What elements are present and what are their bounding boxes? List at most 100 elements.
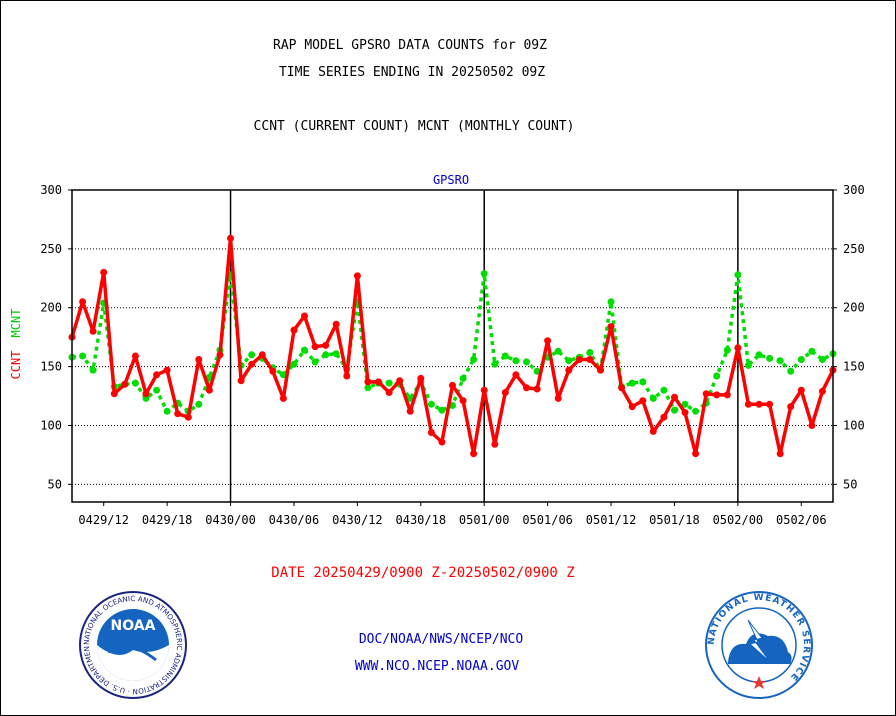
data-point-ccnt (311, 343, 319, 351)
y-tick-label-left: 250 (40, 242, 62, 256)
data-point-ccnt (649, 427, 657, 435)
data-point-ccnt (797, 386, 805, 394)
data-point-mcnt (406, 394, 414, 402)
data-point-mcnt (692, 407, 700, 415)
series-ccnt (68, 234, 837, 458)
data-point-ccnt (628, 403, 636, 411)
data-point-ccnt (343, 372, 351, 380)
data-point-ccnt (597, 366, 604, 374)
data-point-mcnt (79, 352, 87, 360)
series-mcnt (68, 270, 837, 415)
data-point-ccnt (364, 378, 372, 386)
data-point-ccnt (375, 378, 382, 386)
data-point-ccnt (121, 380, 129, 388)
data-point-ccnt (713, 391, 721, 399)
data-point-mcnt (723, 346, 731, 354)
data-point-ccnt (755, 400, 763, 408)
data-point-ccnt (660, 413, 668, 421)
data-point-ccnt (459, 397, 467, 405)
data-point-mcnt (734, 271, 742, 279)
data-point-mcnt (766, 354, 774, 362)
data-point-ccnt (533, 385, 541, 393)
star-icon (752, 676, 766, 689)
data-point-mcnt (755, 351, 763, 359)
data-point-mcnt (649, 394, 657, 402)
y-tick-label-right: 250 (843, 242, 865, 256)
data-point-ccnt (544, 337, 552, 345)
data-point-ccnt (248, 360, 256, 368)
x-tick-label: 0430/00 (205, 513, 256, 527)
data-point-ccnt (480, 386, 488, 394)
series-line-ccnt (70, 236, 835, 456)
data-point-mcnt (311, 358, 319, 366)
y-axis-label-ccnt: CCNT (9, 351, 23, 380)
data-point-mcnt (713, 372, 721, 380)
data-point-ccnt (470, 450, 478, 458)
plot-area-border (71, 189, 834, 503)
data-point-mcnt (248, 351, 256, 359)
data-point-mcnt (153, 386, 161, 394)
y-axis-label: CCNT MCNT (9, 309, 23, 380)
y-axis-label-mcnt: MCNT (9, 309, 23, 338)
data-point-ccnt (681, 409, 689, 416)
data-point-mcnt (427, 400, 435, 408)
plot-title: GPSRO (433, 173, 469, 187)
data-point-mcnt (671, 406, 678, 414)
y-tick-label-left: 100 (40, 418, 62, 432)
data-point-mcnt (290, 360, 298, 368)
data-point-mcnt (628, 379, 636, 387)
data-point-ccnt (427, 429, 435, 436)
data-point-ccnt (417, 374, 425, 382)
data-point-mcnt (301, 346, 308, 354)
data-point-mcnt (163, 407, 171, 415)
data-point-ccnt (258, 351, 266, 359)
data-point-mcnt (744, 361, 752, 369)
data-point-mcnt (554, 347, 562, 355)
y-tick-label-right: 300 (843, 183, 865, 197)
data-point-mcnt (491, 360, 499, 368)
data-point-mcnt (523, 358, 530, 366)
x-tick-label: 0501/06 (522, 513, 573, 527)
data-point-ccnt (353, 272, 361, 280)
data-point-ccnt (89, 327, 97, 335)
data-point-mcnt (797, 356, 805, 363)
chart-title-line-2: TIME SERIES ENDING IN 20250502 09Z (278, 65, 546, 80)
data-point-mcnt (818, 356, 826, 363)
data-point-ccnt (491, 440, 499, 448)
data-point-mcnt (332, 350, 340, 358)
data-point-mcnt (586, 349, 594, 356)
data-point-ccnt (787, 403, 795, 411)
y-tick-label-right: 150 (843, 360, 865, 374)
website-link[interactable]: WWW.NCO.NCEP.NOAA.GOV (354, 659, 520, 674)
y-tick-label-left: 150 (40, 360, 62, 374)
data-point-ccnt (174, 410, 182, 418)
data-point-ccnt (692, 450, 700, 458)
data-point-mcnt (195, 400, 203, 408)
data-point-ccnt (734, 344, 742, 352)
data-point-ccnt (639, 397, 647, 405)
data-point-mcnt (364, 384, 372, 392)
data-point-ccnt (216, 351, 224, 359)
data-point-ccnt (523, 384, 530, 392)
x-tick-label: 0429/18 (142, 513, 193, 527)
data-point-ccnt (766, 400, 774, 408)
grid-lines (72, 248, 833, 485)
data-point-ccnt (744, 400, 752, 408)
data-point-ccnt (586, 356, 594, 363)
data-point-ccnt (195, 356, 203, 363)
y-tick-label-right: 100 (843, 418, 865, 432)
noaa-logo: NATIONAL OCEANIC AND ATMOSPHERIC ADMINIS… (78, 590, 187, 699)
data-point-ccnt (131, 352, 139, 360)
data-point-ccnt (290, 326, 298, 334)
data-point-ccnt (449, 381, 456, 389)
data-point-ccnt (776, 450, 784, 458)
data-point-mcnt (607, 298, 615, 306)
data-point-mcnt (385, 379, 393, 387)
data-point-ccnt (163, 366, 171, 374)
y-tick-label-right: 50 (843, 477, 857, 491)
data-point-ccnt (808, 422, 816, 429)
data-point-ccnt (818, 387, 826, 395)
data-point-ccnt (575, 356, 583, 363)
data-point-ccnt (322, 341, 330, 349)
